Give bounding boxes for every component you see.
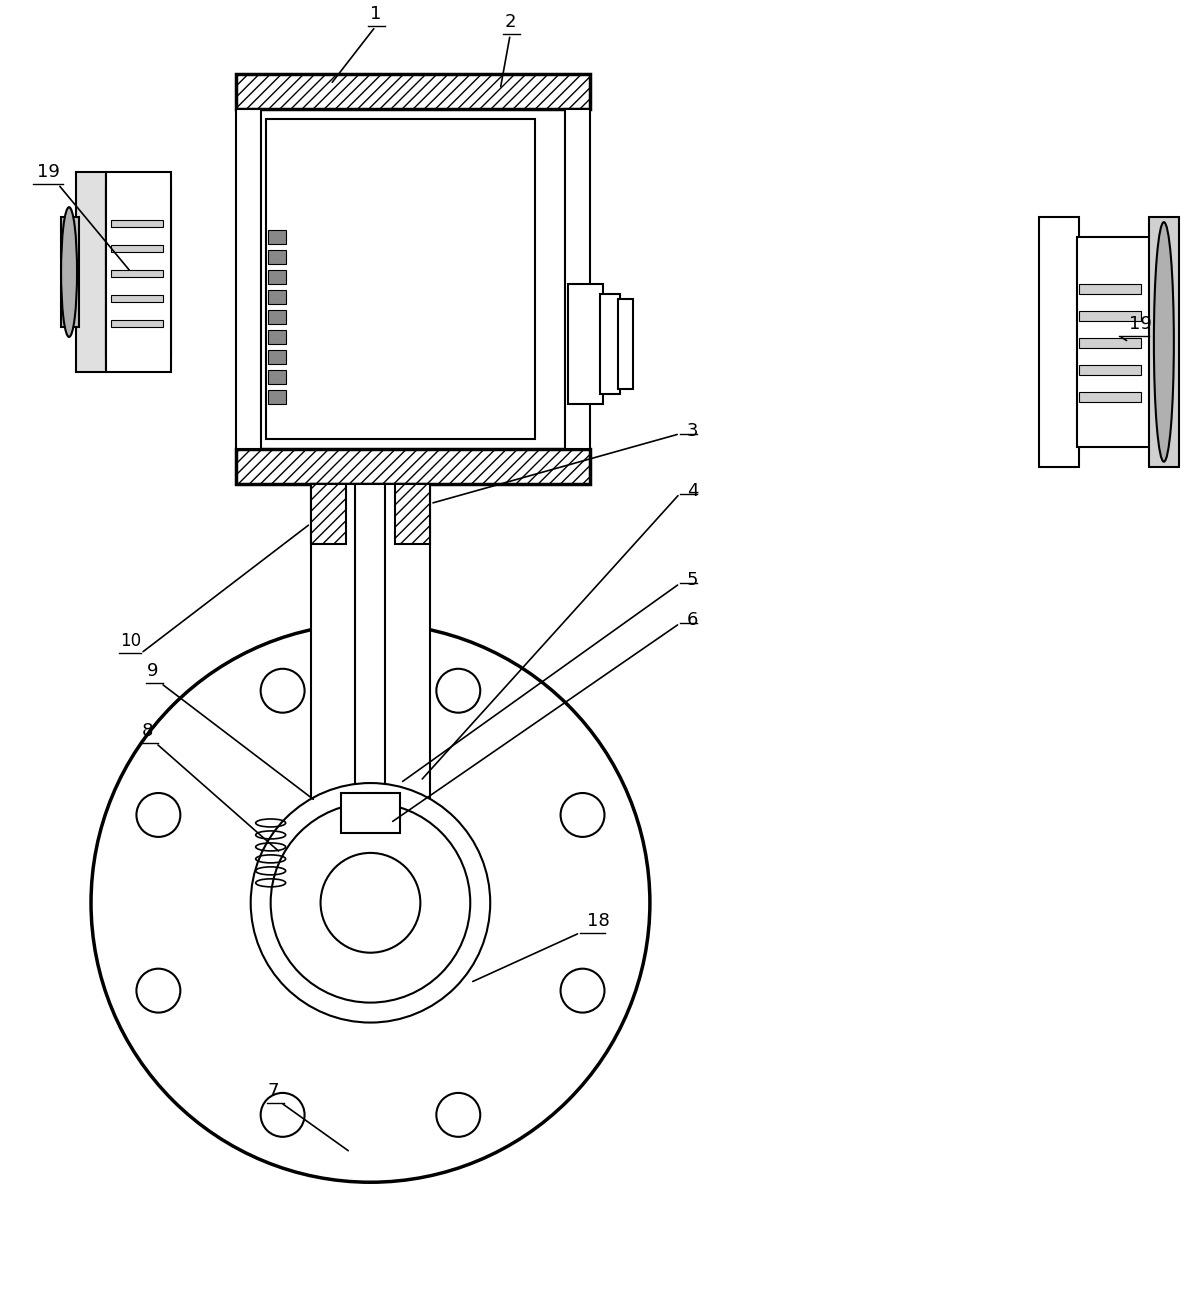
Bar bbox=[1079, 392, 1141, 402]
Circle shape bbox=[320, 853, 421, 953]
Bar bbox=[112, 220, 163, 227]
Text: 10: 10 bbox=[120, 633, 141, 650]
Bar bbox=[1149, 217, 1179, 466]
Bar bbox=[76, 172, 106, 372]
Bar bbox=[112, 270, 163, 277]
Bar bbox=[106, 187, 171, 357]
Bar bbox=[61, 217, 79, 327]
Bar bbox=[568, 284, 603, 404]
Circle shape bbox=[137, 793, 180, 837]
Bar bbox=[355, 483, 385, 852]
Bar bbox=[311, 483, 430, 831]
Bar bbox=[600, 294, 620, 393]
Bar bbox=[112, 296, 163, 302]
Text: 19: 19 bbox=[37, 163, 60, 181]
Bar bbox=[106, 172, 171, 372]
Bar bbox=[267, 370, 285, 384]
Bar bbox=[267, 290, 285, 303]
Bar bbox=[236, 449, 590, 483]
Bar bbox=[267, 329, 285, 344]
Bar bbox=[1079, 365, 1141, 375]
Bar bbox=[267, 270, 285, 284]
Bar bbox=[267, 389, 285, 404]
Bar bbox=[267, 350, 285, 363]
Bar bbox=[396, 483, 430, 543]
Ellipse shape bbox=[1153, 223, 1174, 462]
Bar bbox=[1079, 311, 1141, 322]
Bar bbox=[267, 230, 285, 243]
Circle shape bbox=[561, 969, 604, 1013]
Circle shape bbox=[561, 793, 604, 837]
Bar bbox=[1079, 339, 1141, 348]
Text: 5: 5 bbox=[687, 572, 698, 590]
Text: 2: 2 bbox=[505, 13, 516, 30]
Bar bbox=[565, 109, 590, 449]
Text: 3: 3 bbox=[687, 422, 698, 440]
Circle shape bbox=[251, 783, 490, 1022]
Text: 4: 4 bbox=[687, 482, 698, 500]
Bar bbox=[1077, 237, 1152, 447]
Bar bbox=[236, 74, 590, 109]
Bar bbox=[112, 245, 163, 253]
Ellipse shape bbox=[61, 207, 77, 337]
Text: 6: 6 bbox=[687, 612, 698, 629]
Bar bbox=[362, 831, 379, 1003]
Circle shape bbox=[91, 624, 650, 1182]
Bar bbox=[236, 109, 260, 449]
Text: 9: 9 bbox=[147, 663, 158, 680]
Text: 19: 19 bbox=[1129, 315, 1152, 333]
Text: 18: 18 bbox=[588, 911, 610, 930]
Text: 7: 7 bbox=[267, 1082, 279, 1100]
Bar bbox=[266, 120, 535, 439]
Text: 1: 1 bbox=[369, 5, 381, 22]
Circle shape bbox=[260, 1092, 305, 1137]
Bar bbox=[1079, 284, 1141, 294]
Bar bbox=[267, 250, 285, 264]
Circle shape bbox=[260, 669, 305, 712]
Circle shape bbox=[271, 803, 470, 1003]
Circle shape bbox=[436, 669, 481, 712]
Circle shape bbox=[436, 1092, 481, 1137]
Text: 8: 8 bbox=[143, 723, 153, 740]
Circle shape bbox=[137, 969, 180, 1013]
Bar bbox=[341, 793, 400, 833]
Bar bbox=[267, 310, 285, 324]
Bar bbox=[112, 320, 163, 327]
Bar bbox=[617, 299, 633, 389]
Bar bbox=[1040, 217, 1079, 466]
Bar bbox=[311, 483, 345, 543]
